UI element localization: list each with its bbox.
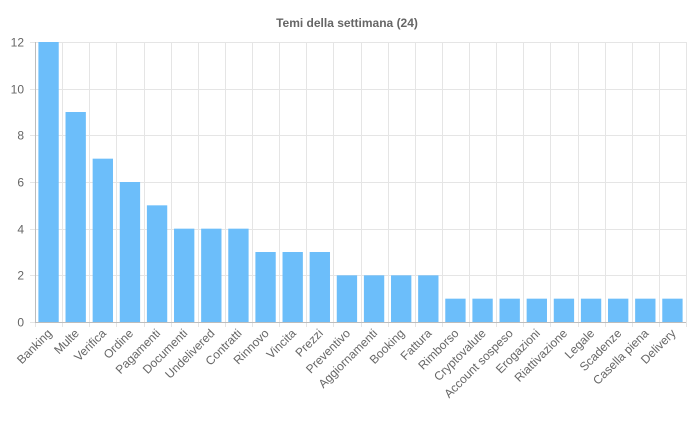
bar xyxy=(580,298,602,322)
bar xyxy=(92,158,113,322)
y-tick-label: 10 xyxy=(11,83,25,97)
bar xyxy=(635,298,656,322)
chart-title: Temi della settimana (24) xyxy=(276,16,418,30)
x-tick-labels: BankingMulteVerificaOrdinePagamentiDocum… xyxy=(14,326,678,401)
bar xyxy=(119,182,141,322)
y-tick-label: 0 xyxy=(17,316,24,330)
bar xyxy=(309,252,330,322)
gridlines xyxy=(30,42,687,327)
bar xyxy=(363,275,385,322)
x-tick-label: Banking xyxy=(14,326,55,367)
bar xyxy=(608,298,629,322)
y-tick-label: 2 xyxy=(17,269,24,283)
bar xyxy=(38,42,59,322)
bar xyxy=(445,298,466,322)
bar xyxy=(662,298,683,322)
bar xyxy=(472,298,493,322)
bar xyxy=(255,252,276,322)
bars xyxy=(38,42,683,322)
bar xyxy=(336,275,358,322)
y-tick-label: 12 xyxy=(11,36,25,50)
bar xyxy=(228,228,249,322)
y-tick-label: 6 xyxy=(17,176,24,190)
bar xyxy=(65,112,86,322)
x-tick-label: Vincita xyxy=(264,326,299,361)
bar xyxy=(201,228,222,322)
bar xyxy=(499,298,520,322)
bar xyxy=(526,298,547,322)
y-tick-label: 4 xyxy=(17,223,24,237)
y-tick-labels: 0 2 4 6 8 10 12 xyxy=(11,36,25,330)
bar xyxy=(553,298,575,322)
bar xyxy=(174,228,195,322)
bar xyxy=(282,252,303,322)
axes xyxy=(35,42,686,323)
y-tick-label: 8 xyxy=(17,129,24,143)
bar xyxy=(418,275,439,322)
bar xyxy=(391,275,412,322)
bar xyxy=(146,205,168,322)
